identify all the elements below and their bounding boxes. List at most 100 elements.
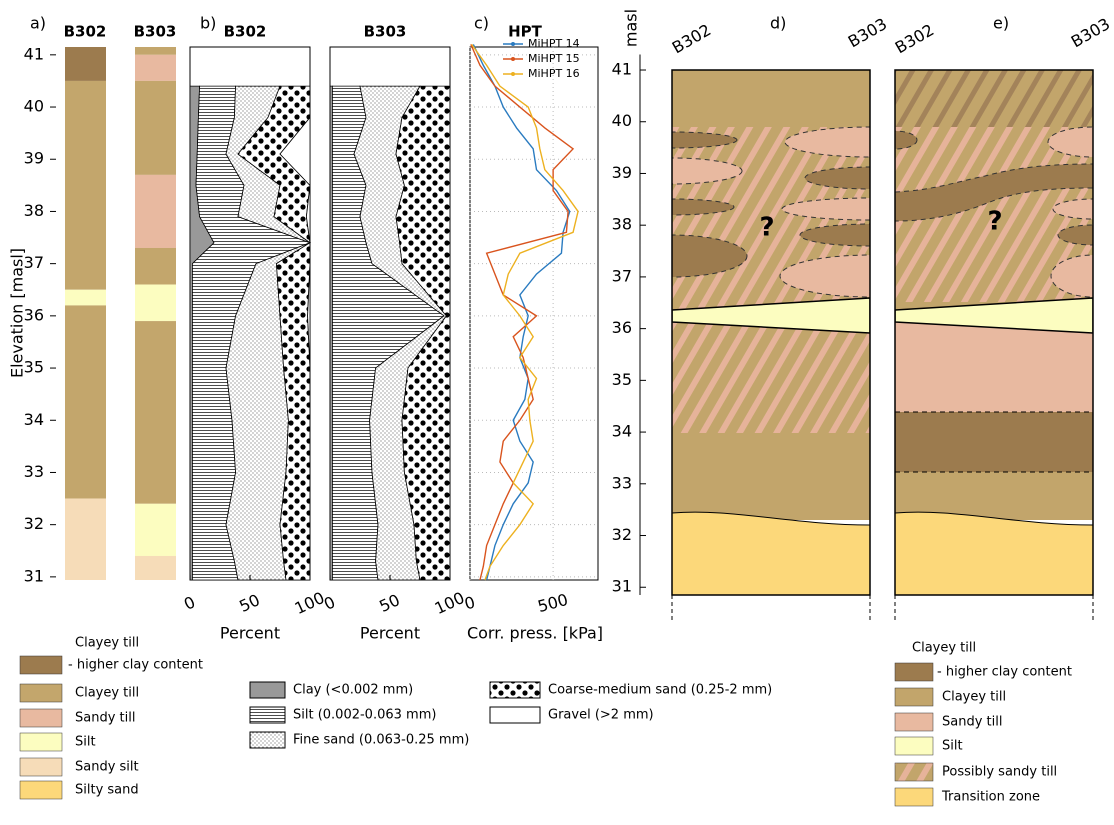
legend-label: Silt [75, 735, 96, 750]
y-tick-label: 37 [612, 266, 632, 285]
interval [135, 47, 176, 55]
borehole-label: B302 [892, 20, 937, 57]
interval [135, 321, 176, 504]
y-tick-label: 34 [612, 422, 632, 441]
legend-label: MiHPT 16 [528, 67, 580, 80]
x-tick-label: 0 [181, 592, 198, 614]
y-tick-label: 31 [24, 566, 44, 585]
clay-lens [672, 234, 748, 278]
column-title: B303 [364, 23, 407, 41]
x-tick-label: 0 [462, 593, 477, 614]
legend-note: - higher clay content [68, 658, 203, 673]
column-title: B303 [134, 23, 177, 41]
sand-lens [1052, 198, 1093, 220]
legend-label: Sandy till [942, 715, 1002, 730]
y-tick-label: 39 [612, 163, 632, 182]
y-tick-label: 34 [24, 410, 44, 429]
panel-label: c) [474, 14, 489, 33]
legend-marker [511, 42, 515, 46]
legend-swatch [249, 681, 286, 699]
transition-zone [895, 511, 1093, 595]
interval [135, 54, 176, 81]
legend-note: - higher clay content [937, 665, 1072, 680]
legend-swatch [19, 757, 63, 777]
y-tick-label: 33 [24, 462, 44, 481]
axis-title: Corr. press. [kPa] [467, 624, 603, 643]
y-tick-label: 40 [612, 111, 632, 130]
legend-label: Silt [942, 739, 963, 754]
legend-marker [511, 72, 515, 76]
legend-swatch [489, 706, 541, 724]
x-tick-label: 100 [292, 588, 328, 618]
annotation: ? [987, 207, 1002, 237]
column-title: B302 [64, 23, 107, 41]
sand-lens [779, 254, 870, 298]
interval [135, 503, 176, 556]
legend-swatch [19, 732, 63, 752]
legend-label: Clayey till [942, 690, 1006, 705]
clay-lens [672, 131, 738, 149]
y-tick-label: 37 [24, 253, 44, 272]
interval [135, 247, 176, 285]
sand-lens [672, 157, 743, 185]
y-tick-label: 41 [612, 60, 632, 79]
y-tick-label: 31 [612, 577, 632, 596]
silt-wedge [895, 297, 1093, 334]
legend-swatch [249, 731, 286, 749]
interval [135, 555, 176, 580]
x-tick-label: 50 [236, 590, 262, 616]
legend-swatch [19, 683, 63, 703]
panel-label: d) [770, 14, 786, 33]
legend-label: Sandy till [75, 711, 135, 726]
column-title: B302 [224, 23, 267, 41]
interval [65, 80, 106, 290]
y-tick-label: 38 [612, 215, 632, 234]
legend-label: Gravel (>2 mm) [548, 708, 654, 723]
axis-title: Elevation [masl] [8, 248, 27, 378]
borehole-label: B303 [845, 14, 890, 51]
interval [135, 284, 176, 322]
section-frame [671, 69, 871, 596]
section-frame [894, 69, 1094, 596]
legend-swatch [19, 708, 63, 728]
borehole-label: B303 [1068, 14, 1113, 51]
series-line [472, 44, 571, 581]
interval [135, 80, 176, 175]
legend-swatch [894, 662, 934, 682]
panel-label: b) [200, 14, 216, 33]
legend-swatch [19, 655, 63, 675]
legend-label: Fine sand (0.063-0.25 mm) [293, 733, 469, 748]
section-d: ? [671, 69, 871, 622]
legend-label: MiHPT 15 [528, 52, 580, 65]
sandy-till [895, 322, 1093, 412]
legend-swatch [894, 787, 934, 807]
lenses [895, 126, 1093, 298]
y-tick-label: 36 [612, 318, 632, 337]
clay-lens [895, 130, 918, 150]
legend-label: Coarse-medium sand (0.25-2 mm) [548, 683, 772, 698]
annotation: ? [759, 213, 774, 243]
chart-title: HPT [508, 23, 543, 41]
legend-marker [511, 57, 515, 61]
x-tick-label: 500 [536, 590, 570, 616]
transition-zone [672, 511, 870, 595]
legend-swatch [249, 706, 286, 724]
legend-label: Clayey till [75, 636, 139, 651]
clay-lens [804, 166, 870, 190]
series-line [471, 43, 579, 581]
axis-title: masl [622, 9, 641, 47]
x-tick-label: 100 [432, 588, 468, 618]
interval [65, 498, 106, 580]
stack-area [279, 86, 311, 580]
clay-lens [672, 198, 735, 216]
legend-label: Clayey till [912, 641, 976, 656]
x-tick-label: 0 [321, 592, 338, 614]
clay-band [895, 163, 1093, 222]
axis-title: Percent [220, 624, 280, 643]
legend-swatch [894, 736, 934, 756]
axis-title: Percent [360, 624, 420, 643]
sand-lens [1047, 126, 1093, 158]
legend-label: MiHPT 14 [528, 37, 580, 50]
section-e: ? [894, 69, 1094, 622]
